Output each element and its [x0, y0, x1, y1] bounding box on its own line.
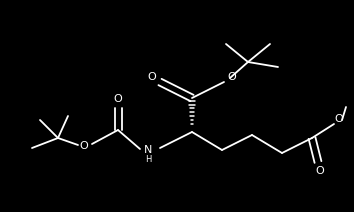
Text: O: O — [228, 72, 236, 82]
Text: N: N — [144, 145, 152, 155]
Text: O: O — [114, 94, 122, 104]
Text: O: O — [80, 141, 88, 151]
Text: O: O — [316, 166, 324, 176]
Text: O: O — [148, 72, 156, 82]
Text: O: O — [335, 114, 343, 124]
Text: H: H — [145, 155, 151, 163]
